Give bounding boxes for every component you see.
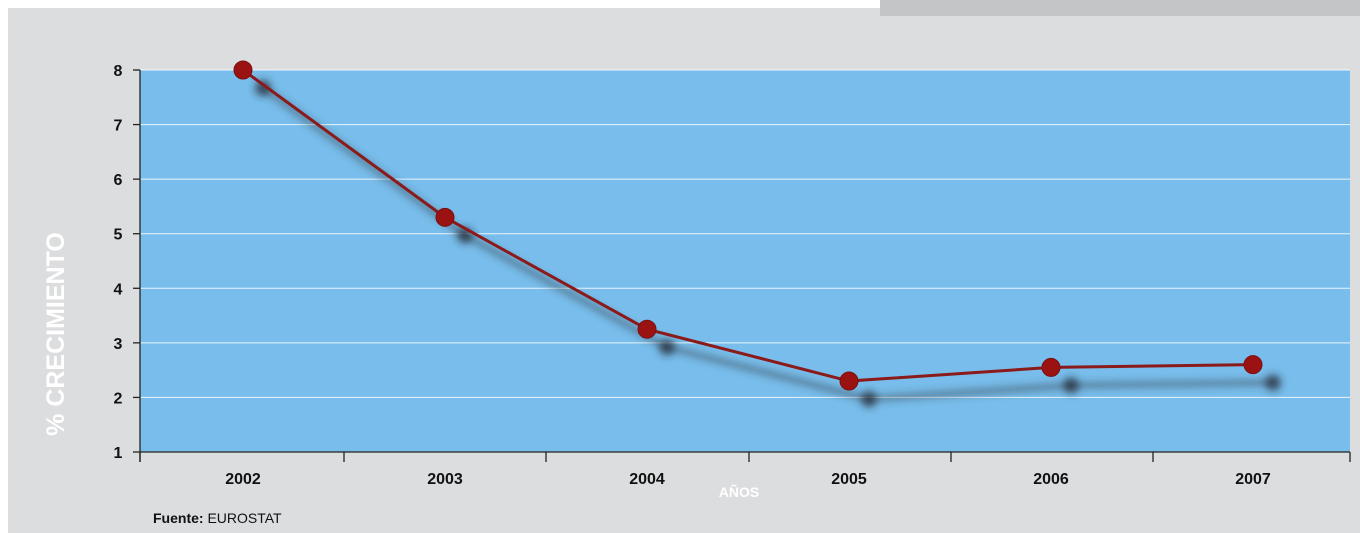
source-note: Fuente: EUROSTAT [153,510,282,526]
x-tick-label: 2002 [225,471,261,488]
header-tab [880,0,1360,16]
y-tick-label: 8 [114,63,123,80]
series-line [242,68,1254,383]
series-shadow-point [1063,377,1079,394]
source-label: Fuente: [153,510,204,526]
y-tick-label: 5 [114,227,123,244]
y-axis-ticks: 1 2 3 4 5 6 7 8 [114,63,140,462]
gridlines [140,69,1350,398]
data-point [435,207,455,227]
data-point [1243,355,1263,375]
x-axis-ticks: 2002 2003 2004 2005 2006 2007 [139,452,1351,488]
plot-area [140,70,1350,452]
series-shadow-point [861,391,877,408]
x-tick-label: 2003 [427,471,463,488]
series-shadow-point [659,339,675,356]
data-point [1041,357,1061,377]
y-tick-label: 2 [114,390,123,407]
x-tick-label: 2004 [629,471,665,488]
y-axis-title: % CRECIMIENTO [42,232,70,436]
data-point [637,319,657,339]
data-point [839,371,859,391]
y-tick-label: 3 [114,336,123,353]
series-shadow-line [261,85,1274,402]
x-tick-label: 2007 [1235,471,1271,488]
series-shadow [255,80,1281,408]
source-value: EUROSTAT [207,510,282,526]
series [233,60,1263,391]
series-shadow-point [255,80,271,96]
y-tick-label: 4 [114,281,123,298]
y-tick-label: 7 [114,118,123,135]
x-axis-title: AÑOS [719,483,759,500]
data-point [233,60,253,80]
x-tick-label: 2005 [831,471,867,488]
x-tick-label: 2006 [1033,471,1069,488]
y-tick-label: 1 [114,445,123,462]
series-shadow-point [1265,374,1281,391]
y-tick-label: 6 [114,172,123,189]
axes [139,70,1350,462]
